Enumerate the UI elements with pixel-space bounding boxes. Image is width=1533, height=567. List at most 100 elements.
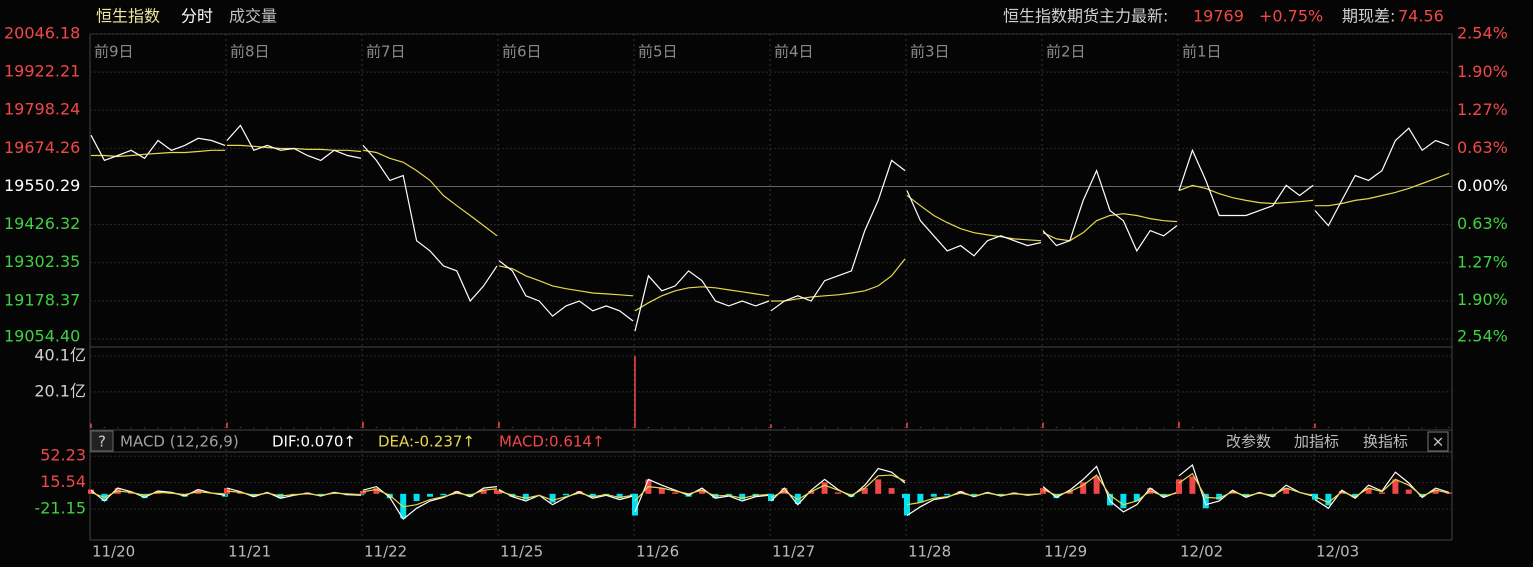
spread-value: 74.56	[1398, 7, 1444, 26]
macd-bar	[1325, 493, 1332, 506]
volume-bar	[768, 427, 770, 428]
spread-label: 期现差:	[1342, 7, 1395, 26]
volume-bar	[959, 427, 962, 429]
volume-bar	[1205, 427, 1207, 429]
volume-bar	[1109, 427, 1111, 429]
volume-bar	[210, 427, 213, 429]
macd-bar	[699, 489, 705, 494]
toolbar-button[interactable]: 改参数	[1226, 433, 1271, 451]
macd-bar	[930, 493, 937, 497]
volume-bar	[1122, 427, 1125, 429]
macd-name: MACD (12,26,9)	[120, 433, 239, 451]
help-button[interactable]	[90, 430, 114, 452]
macd-bar	[496, 490, 502, 494]
macd-bar	[616, 493, 623, 499]
x-tick-label: 11/27	[772, 543, 815, 561]
macd-bar	[1283, 488, 1290, 494]
macd-bar	[373, 488, 380, 494]
close-button[interactable]	[1427, 431, 1449, 452]
y2-tick-label: 1.90%	[1457, 62, 1508, 81]
avg-line	[771, 258, 906, 302]
volume-bar	[456, 427, 458, 429]
volume-bar	[389, 427, 391, 429]
macd-bar	[1243, 493, 1249, 497]
macd-bar	[768, 493, 774, 502]
volume-bar	[415, 427, 418, 429]
volume-bar	[279, 427, 282, 429]
price-line	[1314, 127, 1450, 227]
volume-bar	[634, 356, 636, 428]
volume-bar	[253, 427, 255, 429]
volume-bar	[1042, 422, 1044, 428]
y2-tick-label: 1.27%	[1457, 100, 1508, 119]
macd-bar	[725, 493, 732, 496]
volume-bar	[837, 427, 839, 429]
volume-bar	[226, 422, 228, 428]
futures-price: 19769	[1193, 7, 1244, 26]
volume-bar	[770, 424, 772, 428]
day-label: 前4日	[774, 43, 814, 61]
toolbar-button[interactable]: 加指标	[1294, 433, 1339, 451]
y-tick-label: 19054.40	[4, 327, 80, 346]
macd-tick-label: -21.15	[34, 499, 86, 518]
avg-line	[634, 286, 770, 312]
volume-tick-label: 40.1亿	[34, 345, 86, 364]
x-tick-label: 11/25	[500, 543, 543, 561]
volume-bar	[103, 427, 106, 428]
volume-bar	[1000, 427, 1002, 429]
price-line	[498, 260, 634, 322]
y-tick-label: 20046.18	[4, 24, 80, 43]
day-label: 前2日	[1046, 43, 1086, 61]
dea-line	[770, 474, 906, 501]
y2-tick-label: 0.63%	[1457, 138, 1508, 157]
dif-line	[634, 478, 770, 513]
volume-bar	[293, 427, 295, 429]
volume-bar	[973, 427, 975, 429]
price-line	[1178, 148, 1314, 217]
help-button-label[interactable]: ?	[98, 433, 106, 451]
macd-bar	[1176, 479, 1182, 494]
macd-bar	[1189, 476, 1196, 494]
close-button-label[interactable]: ×	[1432, 433, 1445, 451]
volume-bar	[1040, 427, 1042, 428]
volume-bar	[1448, 427, 1450, 428]
y-tick-label: 19674.26	[4, 138, 80, 157]
volume-bar	[482, 427, 485, 429]
macd-bar	[997, 493, 1004, 496]
macd-bar	[875, 479, 882, 494]
macd-bar	[224, 488, 230, 494]
volume-bar	[1354, 427, 1356, 429]
volume-bar	[1231, 427, 1234, 429]
volume-bar	[1149, 427, 1151, 429]
y2-tick-label: 1.90%	[1457, 290, 1508, 309]
volume-bar	[1178, 421, 1180, 428]
volume-bar	[810, 427, 812, 429]
macd-bar	[237, 492, 244, 494]
day-label: 前7日	[366, 43, 406, 61]
futures-change: +0.75%	[1259, 7, 1323, 26]
volume-bar	[1055, 427, 1058, 428]
volume-bar	[1408, 427, 1410, 429]
volume-bar	[1082, 427, 1084, 429]
volume-bar	[1341, 427, 1343, 429]
x-tick-label: 11/28	[908, 543, 951, 561]
avg-line	[1178, 184, 1314, 205]
volume-bar	[511, 427, 514, 428]
tab[interactable]: 成交量	[229, 7, 277, 26]
volume-bar	[239, 427, 242, 428]
volume-bar	[224, 427, 226, 428]
volume-bar	[754, 427, 757, 429]
dea-line	[634, 485, 770, 502]
price-line	[770, 159, 906, 312]
macd-bar	[632, 493, 638, 516]
volume-bar	[728, 427, 730, 429]
macd-bar	[1352, 493, 1359, 497]
macd-bar	[971, 493, 977, 496]
tab[interactable]: 分时	[181, 7, 213, 26]
macd-bar	[549, 493, 556, 503]
toolbar-button[interactable]: 换指标	[1363, 433, 1408, 451]
macd-bar	[861, 488, 868, 494]
macd-bar	[944, 493, 951, 496]
